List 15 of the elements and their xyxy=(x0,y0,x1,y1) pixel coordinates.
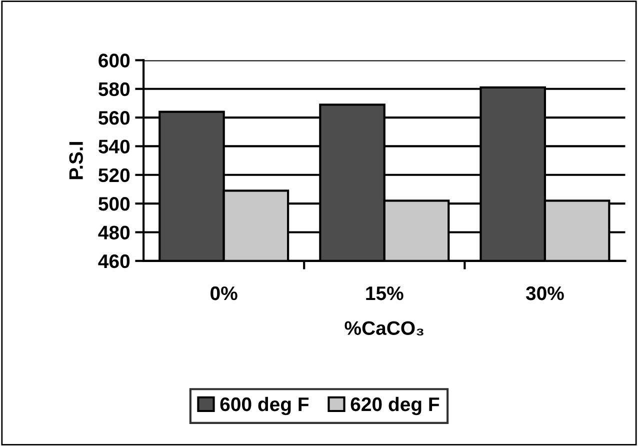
y-tick-label: 480 xyxy=(98,226,130,240)
y-tick-label: 500 xyxy=(98,197,130,211)
legend-label: 600 deg F xyxy=(220,396,309,416)
y-tick-label: 560 xyxy=(98,111,130,125)
y-tick-label: 540 xyxy=(98,140,130,154)
y-tick-label: 520 xyxy=(98,168,130,182)
y-tick-label: 460 xyxy=(98,254,130,268)
x-tick-label: 30% xyxy=(526,286,564,300)
y-tick-label: 600 xyxy=(98,54,130,68)
x-tick-label: 15% xyxy=(366,286,404,300)
legend-label: 620 deg F xyxy=(350,396,440,416)
y-tick-label: 580 xyxy=(98,82,130,96)
x-axis-title: %CaCO₃ xyxy=(344,321,424,336)
x-tick-label: 0% xyxy=(210,286,238,300)
y-axis-title: P.S.I xyxy=(69,142,83,180)
